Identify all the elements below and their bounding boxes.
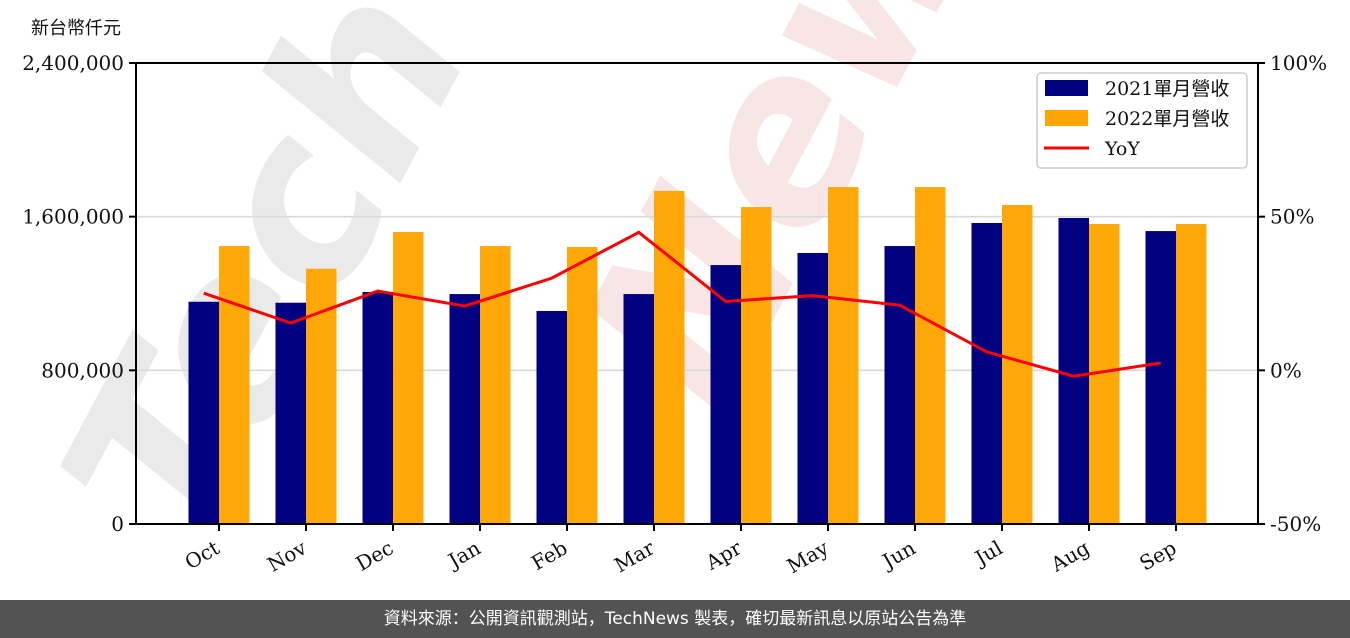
x-tick-label: Aug (1046, 535, 1094, 576)
x-tick-label: Mar (610, 535, 659, 577)
legend-swatch (1045, 80, 1088, 96)
right-tick-label: 100% (1270, 51, 1327, 75)
bar-line-chart: Tech News 0800,0001,600,0002,400,000-50%0… (13, 0, 1327, 586)
footer-text: 資料來源：公開資訊觀測站，TechNews 製表，確切最新訊息以原站公告為準 (383, 609, 967, 629)
x-tick-label: Dec (352, 536, 398, 576)
right-tick-label: 0% (1270, 358, 1302, 382)
bar-2021-apr (710, 265, 741, 524)
y-axis-unit-label: 新台幣仟元 (31, 18, 121, 39)
x-tick-label: Jan (442, 535, 484, 573)
bar-2021-jul (971, 223, 1002, 524)
bar-2021-mar (623, 294, 654, 524)
left-tick-label: 2,400,000 (22, 51, 124, 75)
bar-2022-jun (915, 187, 946, 525)
x-tick-label: Jul (969, 536, 1006, 571)
legend-swatch (1045, 110, 1088, 126)
bar-2021-dec (362, 291, 393, 524)
bar-2022-sep (1176, 223, 1207, 525)
legend: 2021單月營收 2022單月營收 YoY (1036, 72, 1248, 169)
x-tick-label: Feb (527, 536, 571, 575)
bar-2021-nov (275, 302, 306, 524)
left-tick-label: 1,600,000 (22, 205, 124, 229)
bar-2021-jun (884, 246, 915, 524)
bar-2022-may (828, 187, 859, 525)
plot-frame (135, 62, 1259, 525)
x-tick-label: Sep (1135, 536, 1180, 576)
bar-2021-sep (1145, 231, 1176, 524)
left-tick-label: 0 (111, 512, 124, 536)
bar-2021-may (797, 252, 828, 525)
x-tick-label: Jun (877, 535, 920, 574)
right-tick-label: -50% (1270, 512, 1321, 536)
legend-label: 2022單月營收 (1105, 108, 1229, 130)
bar-2021-oct (188, 301, 219, 524)
bar-2021-jan (449, 294, 480, 524)
watermark-text: Tech (13, 0, 523, 586)
left-tick-label: 800,000 (41, 358, 124, 382)
yoy-polyline (203, 230, 1161, 378)
right-tick-label: 50% (1270, 205, 1314, 229)
bar-2022-dec (393, 232, 424, 525)
chart-area: 新台幣仟元 Tech News 0 800,000 1,600,000 2,400,00… (13, 0, 1327, 586)
bar-2021-aug (1058, 218, 1089, 525)
legend-box (1036, 72, 1248, 169)
bar-2022-apr (741, 207, 772, 524)
x-tick-label: Apr (701, 535, 746, 575)
bar-2022-jan (480, 246, 511, 524)
bar-2022-oct (219, 246, 250, 524)
bar-2022-mar (654, 190, 685, 525)
legend-label: 2021單月營收 (1105, 78, 1229, 100)
source-footer: 資料來源：公開資訊觀測站，TechNews 製表，確切最新訊息以原站公告為準 (0, 600, 1350, 638)
x-tick-label: May (783, 535, 833, 578)
bars (188, 187, 1207, 525)
bar-2022-feb (567, 247, 598, 524)
bar-2021-feb (536, 310, 567, 524)
legend-label: YoY (1104, 138, 1140, 160)
yoy-line (203, 230, 1161, 378)
